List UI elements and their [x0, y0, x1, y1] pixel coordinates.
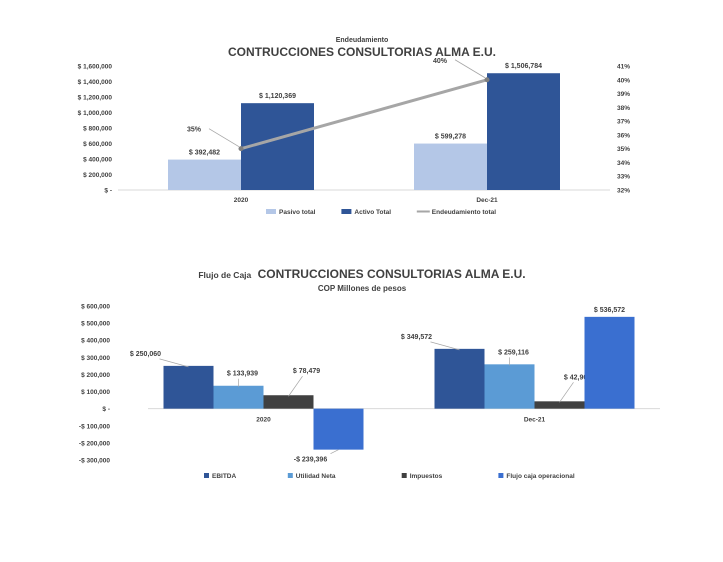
leader-line — [208, 128, 240, 148]
data-label: -$ 239,396 — [294, 457, 328, 464]
chart-endeudamiento: Endeudamiento CONTRUCCIONES CONSULTORIAS… — [78, 37, 631, 216]
bar — [213, 385, 264, 409]
y2-tick-label: 41% — [617, 64, 630, 71]
y2-tick-label: 38% — [617, 105, 630, 112]
line-data-label: 40% — [433, 58, 448, 65]
legend-label: Utilidad Neta — [296, 473, 336, 480]
data-label: $ 599,278 — [435, 134, 466, 141]
bar — [168, 159, 241, 190]
y-tick-label: -$ 200,000 — [79, 440, 110, 447]
line-point — [484, 77, 490, 83]
data-label: $ 392,482 — [189, 150, 220, 157]
y-tick-label: $ 800,000 — [83, 126, 112, 133]
legend-label: Flujo caja operacional — [506, 473, 574, 480]
y-tick-label: $ 500,000 — [81, 321, 110, 328]
y-tick-label: $ 400,000 — [83, 157, 112, 164]
line-data-label: 35% — [187, 127, 202, 134]
y-tick-label: -$ 300,000 — [79, 458, 110, 465]
legend-label: Endeudamiento total — [432, 209, 496, 216]
bar — [584, 316, 635, 409]
chart2-title-prefix: Flujo de Caja — [198, 270, 251, 280]
data-label: $ 250,060 — [130, 351, 161, 358]
bar — [414, 143, 487, 190]
bar — [263, 395, 314, 409]
y-tick-label: $ 1,200,000 — [78, 95, 113, 102]
legend-swatch — [287, 473, 293, 478]
data-label: $ 133,939 — [227, 371, 258, 378]
data-label: $ 78,479 — [293, 368, 320, 375]
bar — [484, 364, 535, 409]
y-tick-label: -$ 100,000 — [79, 423, 110, 430]
y-tick-label: $ 1,600,000 — [78, 64, 113, 71]
data-label: $ 42,903 — [564, 374, 591, 381]
y-tick-label: $ 600,000 — [83, 141, 112, 148]
leader-line — [159, 358, 189, 368]
bar — [313, 408, 364, 450]
line-point — [238, 146, 244, 152]
data-label: $ 1,120,369 — [259, 93, 296, 100]
y2-tick-label: 33% — [617, 174, 630, 181]
y-tick-label: $ - — [102, 406, 110, 413]
legend-swatch — [401, 473, 407, 478]
data-label: $ 349,572 — [401, 334, 432, 341]
legend-swatch — [204, 473, 209, 478]
x-category-label: 2020 — [234, 197, 249, 204]
y-tick-label: $ 100,000 — [81, 389, 110, 396]
data-label: $ 536,572 — [594, 307, 625, 314]
legend-label: Activo Total — [354, 209, 391, 216]
y-tick-label: $ 1,400,000 — [78, 79, 113, 86]
bar — [534, 401, 585, 409]
y2-tick-label: 40% — [617, 77, 630, 84]
leader-line — [430, 341, 460, 351]
legend-label: Pasivo total — [279, 209, 316, 216]
y2-tick-label: 37% — [617, 119, 630, 126]
leader-line — [559, 382, 574, 403]
leader-line — [454, 59, 486, 79]
y-tick-label: $ 1,000,000 — [78, 110, 113, 117]
y2-tick-label: 36% — [617, 132, 630, 139]
chart2-subtitle: COP Millones de pesos — [318, 284, 407, 293]
x-category-label: Dec-21 — [524, 417, 546, 424]
legend-swatch — [498, 473, 504, 478]
y-tick-label: $ - — [104, 188, 112, 195]
y2-tick-label: 39% — [617, 91, 630, 98]
y2-tick-label: 34% — [617, 160, 630, 167]
legend-label: EBITDA — [212, 473, 237, 480]
y-tick-label: $ 300,000 — [81, 355, 110, 362]
y-tick-label: $ 200,000 — [81, 372, 110, 379]
y-tick-label: $ 200,000 — [83, 172, 112, 179]
chart2-title-main: CONTRUCCIONES CONSULTORIAS ALMA E.U. — [258, 267, 526, 281]
leader-line — [330, 449, 339, 454]
legend-swatch — [341, 209, 352, 214]
chart1-title: CONTRUCCIONES CONSULTORIAS ALMA E.U. — [228, 45, 496, 59]
leader-line — [288, 376, 303, 397]
chart2-title: Flujo de Caja CONTRUCCIONES CONSULTORIAS… — [198, 267, 525, 281]
x-category-label: Dec-21 — [476, 197, 498, 204]
legend-label: Impuestos — [410, 473, 443, 480]
y-tick-label: $ 400,000 — [81, 338, 110, 345]
legend-swatch — [266, 209, 276, 214]
y2-tick-label: 35% — [617, 146, 630, 153]
bar — [163, 365, 214, 409]
y-tick-label: $ 600,000 — [81, 304, 110, 311]
bar — [434, 348, 485, 409]
y2-tick-label: 32% — [617, 188, 630, 195]
chart1-small-title: Endeudamiento — [336, 37, 389, 44]
line-endeudamiento — [240, 78, 488, 151]
x-category-label: 2020 — [256, 417, 271, 424]
data-label: $ 1,506,784 — [505, 63, 542, 70]
data-label: $ 259,116 — [498, 349, 529, 356]
bar — [487, 73, 560, 190]
